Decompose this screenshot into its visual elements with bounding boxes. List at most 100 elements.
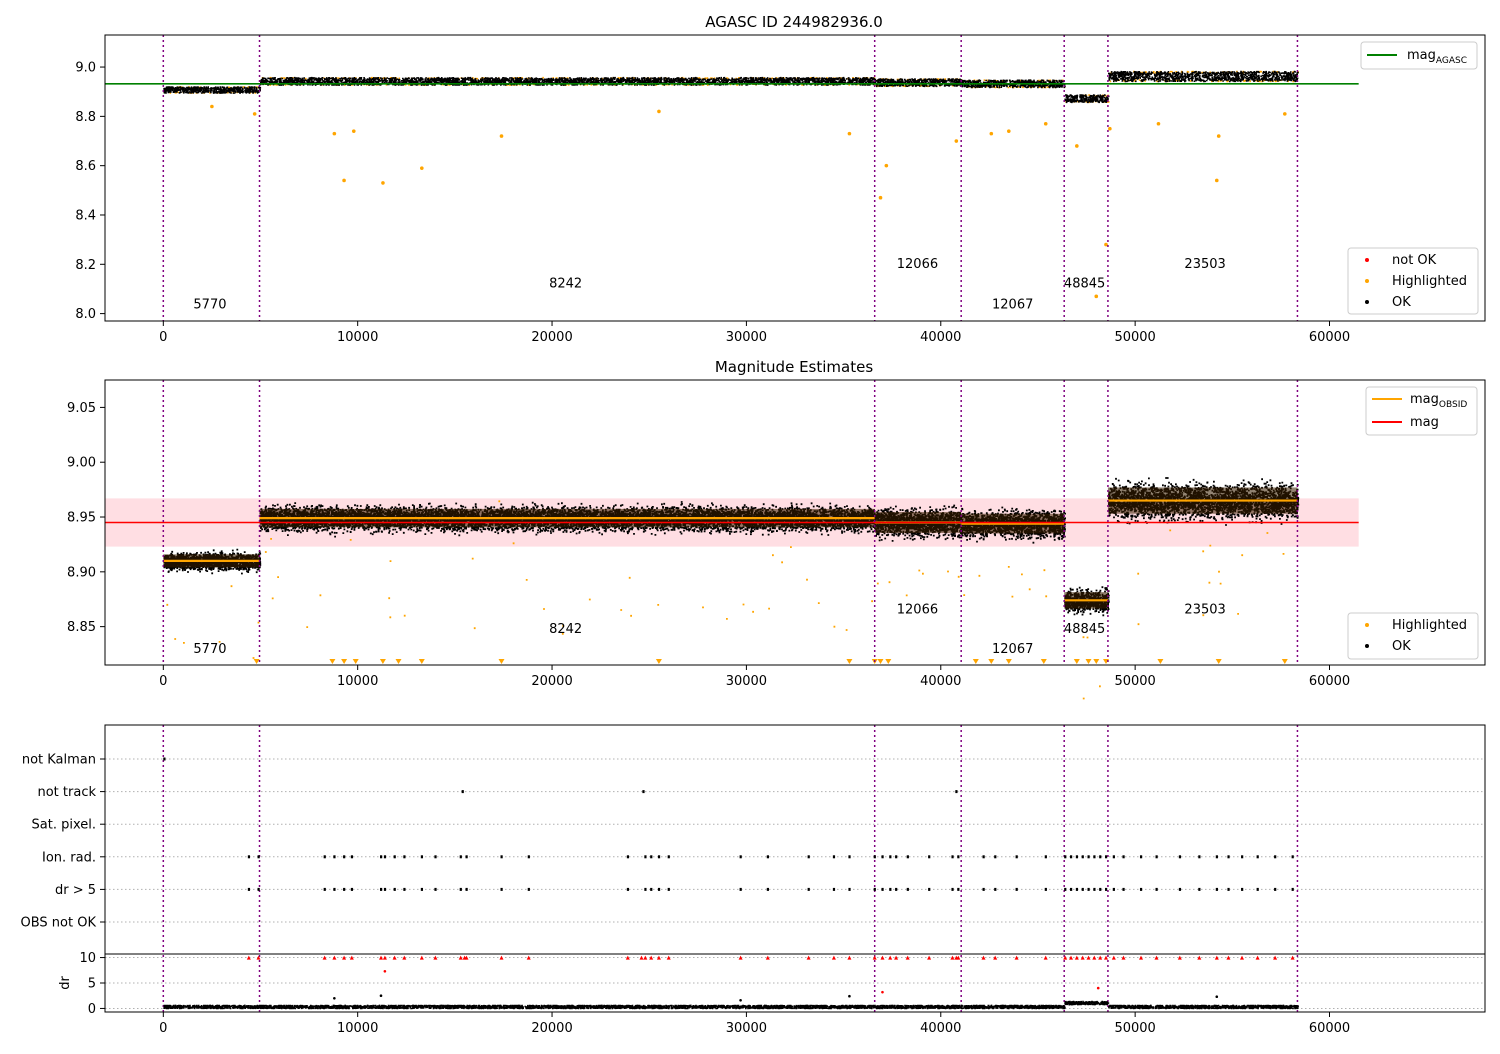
dr-flagged-marker [927,955,932,960]
agasc-panel: AGASC ID 244982936.0 5770 8242 12066 12067 4… [75,13,1486,345]
agasc-obsid-label: 23503 [1184,257,1225,272]
magnitude-legend-points: Highlighted OK [1347,612,1479,660]
flag-point [380,855,383,859]
agasc-legend-points: not OK Highlighted OK [1347,247,1479,315]
flag-point [807,855,810,859]
flag-point-dr5 [333,887,336,891]
agasc-highlighted-outlier [1075,144,1079,148]
dr-flagged-marker [1121,955,1126,960]
lower-limit-marker [1157,659,1164,664]
flag-point [832,855,836,859]
agasc-ok-points [874,78,963,88]
dr-axis-label: dr [58,976,73,990]
flag-point-dr5 [832,887,836,891]
flag-point-dr5 [1122,887,1125,891]
dr-flagged-marker [379,955,383,960]
lower-limit-marker [395,659,402,664]
flag-point-dr5 [928,887,931,891]
flag-point [163,757,166,761]
lower-limit-marker [1073,659,1080,664]
agasc-obsid-label: 5770 [193,298,226,313]
flag-point [739,855,742,859]
agasc-obsid-label: 48845 [1064,277,1105,292]
flag-point-dr5 [848,887,851,891]
flag-point [1081,855,1084,859]
flag-point [527,855,530,859]
agasc-axes-frame [104,34,1486,322]
agasc-legend-lines: magAGASC [1360,41,1478,70]
flag-point-dr5 [1227,887,1230,891]
agasc-xtick-label: 10000 [337,330,378,345]
flag-point [994,855,997,859]
dr-flagged-marker [246,955,251,960]
magnitude-axes-frame [104,379,1486,666]
agasc-highlighted-outlier [1214,178,1219,183]
agasc-xtick-label: 20000 [531,330,572,345]
flags-xtick-label: 50000 [1114,1021,1155,1036]
dr-extra-point [848,994,851,998]
flag-point-dr5 [1087,887,1090,891]
flag-row-label: OBS not OK [21,916,97,931]
flag-point [650,855,653,859]
agasc-highlighted-outlier [878,195,883,200]
flag-point [951,855,954,859]
magnitude-obsid-label: 23503 [1184,602,1225,617]
magnitude-obsid-label: 12067 [992,642,1033,657]
flag-point [1104,855,1108,859]
dr-flagged-marker [342,955,347,960]
dr-points [163,1000,1299,1010]
agasc-ytick-label: 8.8 [75,110,96,125]
flag-point-dr5 [1215,887,1218,891]
flag-point-dr5 [1081,887,1084,891]
flag-point-dr5 [1291,887,1294,891]
flag-point [642,790,645,794]
agasc-ok-points [163,86,262,94]
flag-point [333,855,336,859]
flag-point-dr5 [1070,887,1073,891]
dr-flagged-marker [1086,955,1091,960]
dr-extra-point [881,990,884,994]
flag-point-dr5 [951,887,954,891]
dr-flagged-marker [1214,955,1219,960]
flag-point-dr5 [1139,887,1143,891]
dr-flagged-marker [806,955,811,960]
magnitude-ytick-label: 8.95 [67,511,96,526]
flag-point-dr5 [380,887,383,891]
dr-flagged-marker [1098,955,1103,960]
agasc-xtick-label: 40000 [920,330,961,345]
lower-limit-marker [253,659,260,664]
flag-point-dr5 [657,887,661,891]
lower-limit-marker [379,659,386,664]
agasc-obsid-label: 12067 [992,298,1033,313]
flag-point [955,790,958,794]
agasc-xtick-label: 60000 [1309,330,1350,345]
agasc-obsid-label: 12066 [897,257,938,272]
legend2-highlighted-label: Highlighted [1392,618,1467,633]
flag-point-dr5 [1256,887,1259,891]
flag-point [873,855,876,859]
flag-point-dr5 [994,887,997,891]
flag-point [1075,855,1079,859]
flag-point-dr5 [1104,887,1108,891]
flag-point [1122,855,1125,859]
flag-point [383,855,387,859]
lower-limit-marker [352,659,359,664]
agasc-highlighted-outlier [1216,134,1221,138]
flag-point-dr5 [889,887,892,891]
dr-flagged-marker [256,955,261,960]
dr-flagged-marker [1111,955,1116,960]
flag-point [1227,855,1230,859]
magnitude-xtick-label: 30000 [726,674,767,689]
dr-flagged-marker [1043,955,1048,960]
agasc-highlighted-outlier [1094,294,1099,299]
flag-point-dr5 [667,887,670,891]
lower-limit-marker [877,659,884,664]
flag-point-dr5 [459,887,462,891]
flag-point-dr5 [350,887,354,891]
dr-flagged-marker [950,955,955,960]
flag-point-dr5 [650,887,653,891]
flag-point-dr5 [434,887,437,891]
flag-point [1155,855,1158,859]
legend-highlighted-label: Highlighted [1392,274,1467,289]
